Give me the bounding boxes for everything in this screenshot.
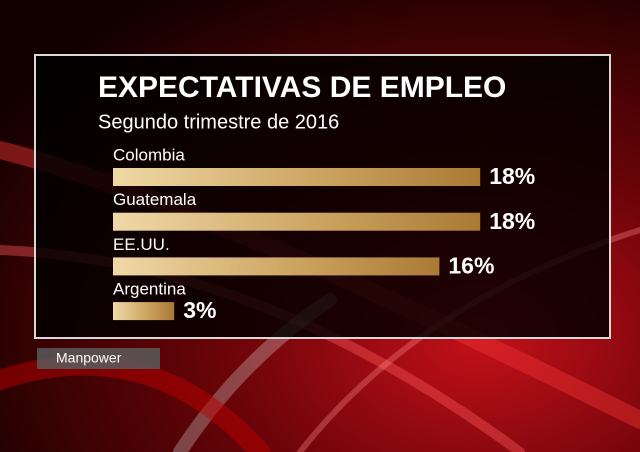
- bar: [113, 302, 175, 321]
- value-label: 16%: [448, 252, 494, 278]
- value-label: 18%: [489, 208, 535, 234]
- category-label: Guatemala: [113, 190, 197, 209]
- bar: [113, 257, 440, 276]
- source-box: [37, 348, 160, 369]
- category-label: Argentina: [113, 280, 186, 299]
- source: Manpower: [56, 350, 122, 366]
- panel: [34, 54, 611, 339]
- bar: [113, 168, 481, 186]
- value-label: 3%: [183, 297, 216, 323]
- chart-title: EXPECTATIVAS DE EMPLEO: [98, 71, 506, 104]
- bar: [113, 212, 481, 231]
- category-label: Colombia: [113, 145, 185, 164]
- category-label: EE.UU.: [113, 235, 170, 254]
- value-label: 18%: [489, 163, 535, 189]
- chart-subtitle: Segundo trimestre de 2016: [98, 111, 339, 133]
